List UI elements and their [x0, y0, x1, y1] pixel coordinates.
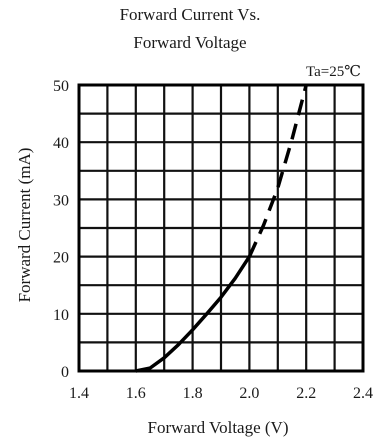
- x-tick-label: 1.4: [69, 385, 89, 402]
- x-tick-label: 1.6: [126, 385, 146, 402]
- y-tick-label: 0: [61, 364, 69, 381]
- y-tick-label: 40: [53, 135, 69, 152]
- plot-border: [77, 83, 365, 373]
- x-tick-label: 2.2: [296, 385, 316, 402]
- y-axis-label: Forward Current (mA): [15, 148, 34, 303]
- x-axis-label: Forward Voltage (V): [147, 418, 288, 437]
- plot-grid: [77, 83, 365, 373]
- y-tick-labels: 0 10 20 30 40 50: [53, 78, 69, 381]
- x-tick-label: 1.8: [183, 385, 203, 402]
- temperature-annotation: Ta=25℃: [306, 64, 361, 80]
- series-line-solid: [135, 255, 251, 373]
- data-series: [135, 84, 308, 373]
- chart-title-line-2: Forward Voltage: [133, 33, 246, 52]
- x-tick-label: 2.4: [353, 385, 373, 402]
- chart-title-line-1: Forward Current Vs.: [120, 5, 261, 24]
- y-tick-label: 50: [53, 78, 69, 95]
- y-tick-label: 20: [53, 250, 69, 267]
- x-tick-label: 2.0: [239, 385, 259, 402]
- y-tick-label: 10: [53, 307, 69, 324]
- x-tick-labels: 1.4 1.6 1.8 2.0 2.2 2.4: [69, 385, 373, 402]
- y-tick-label: 30: [53, 192, 69, 209]
